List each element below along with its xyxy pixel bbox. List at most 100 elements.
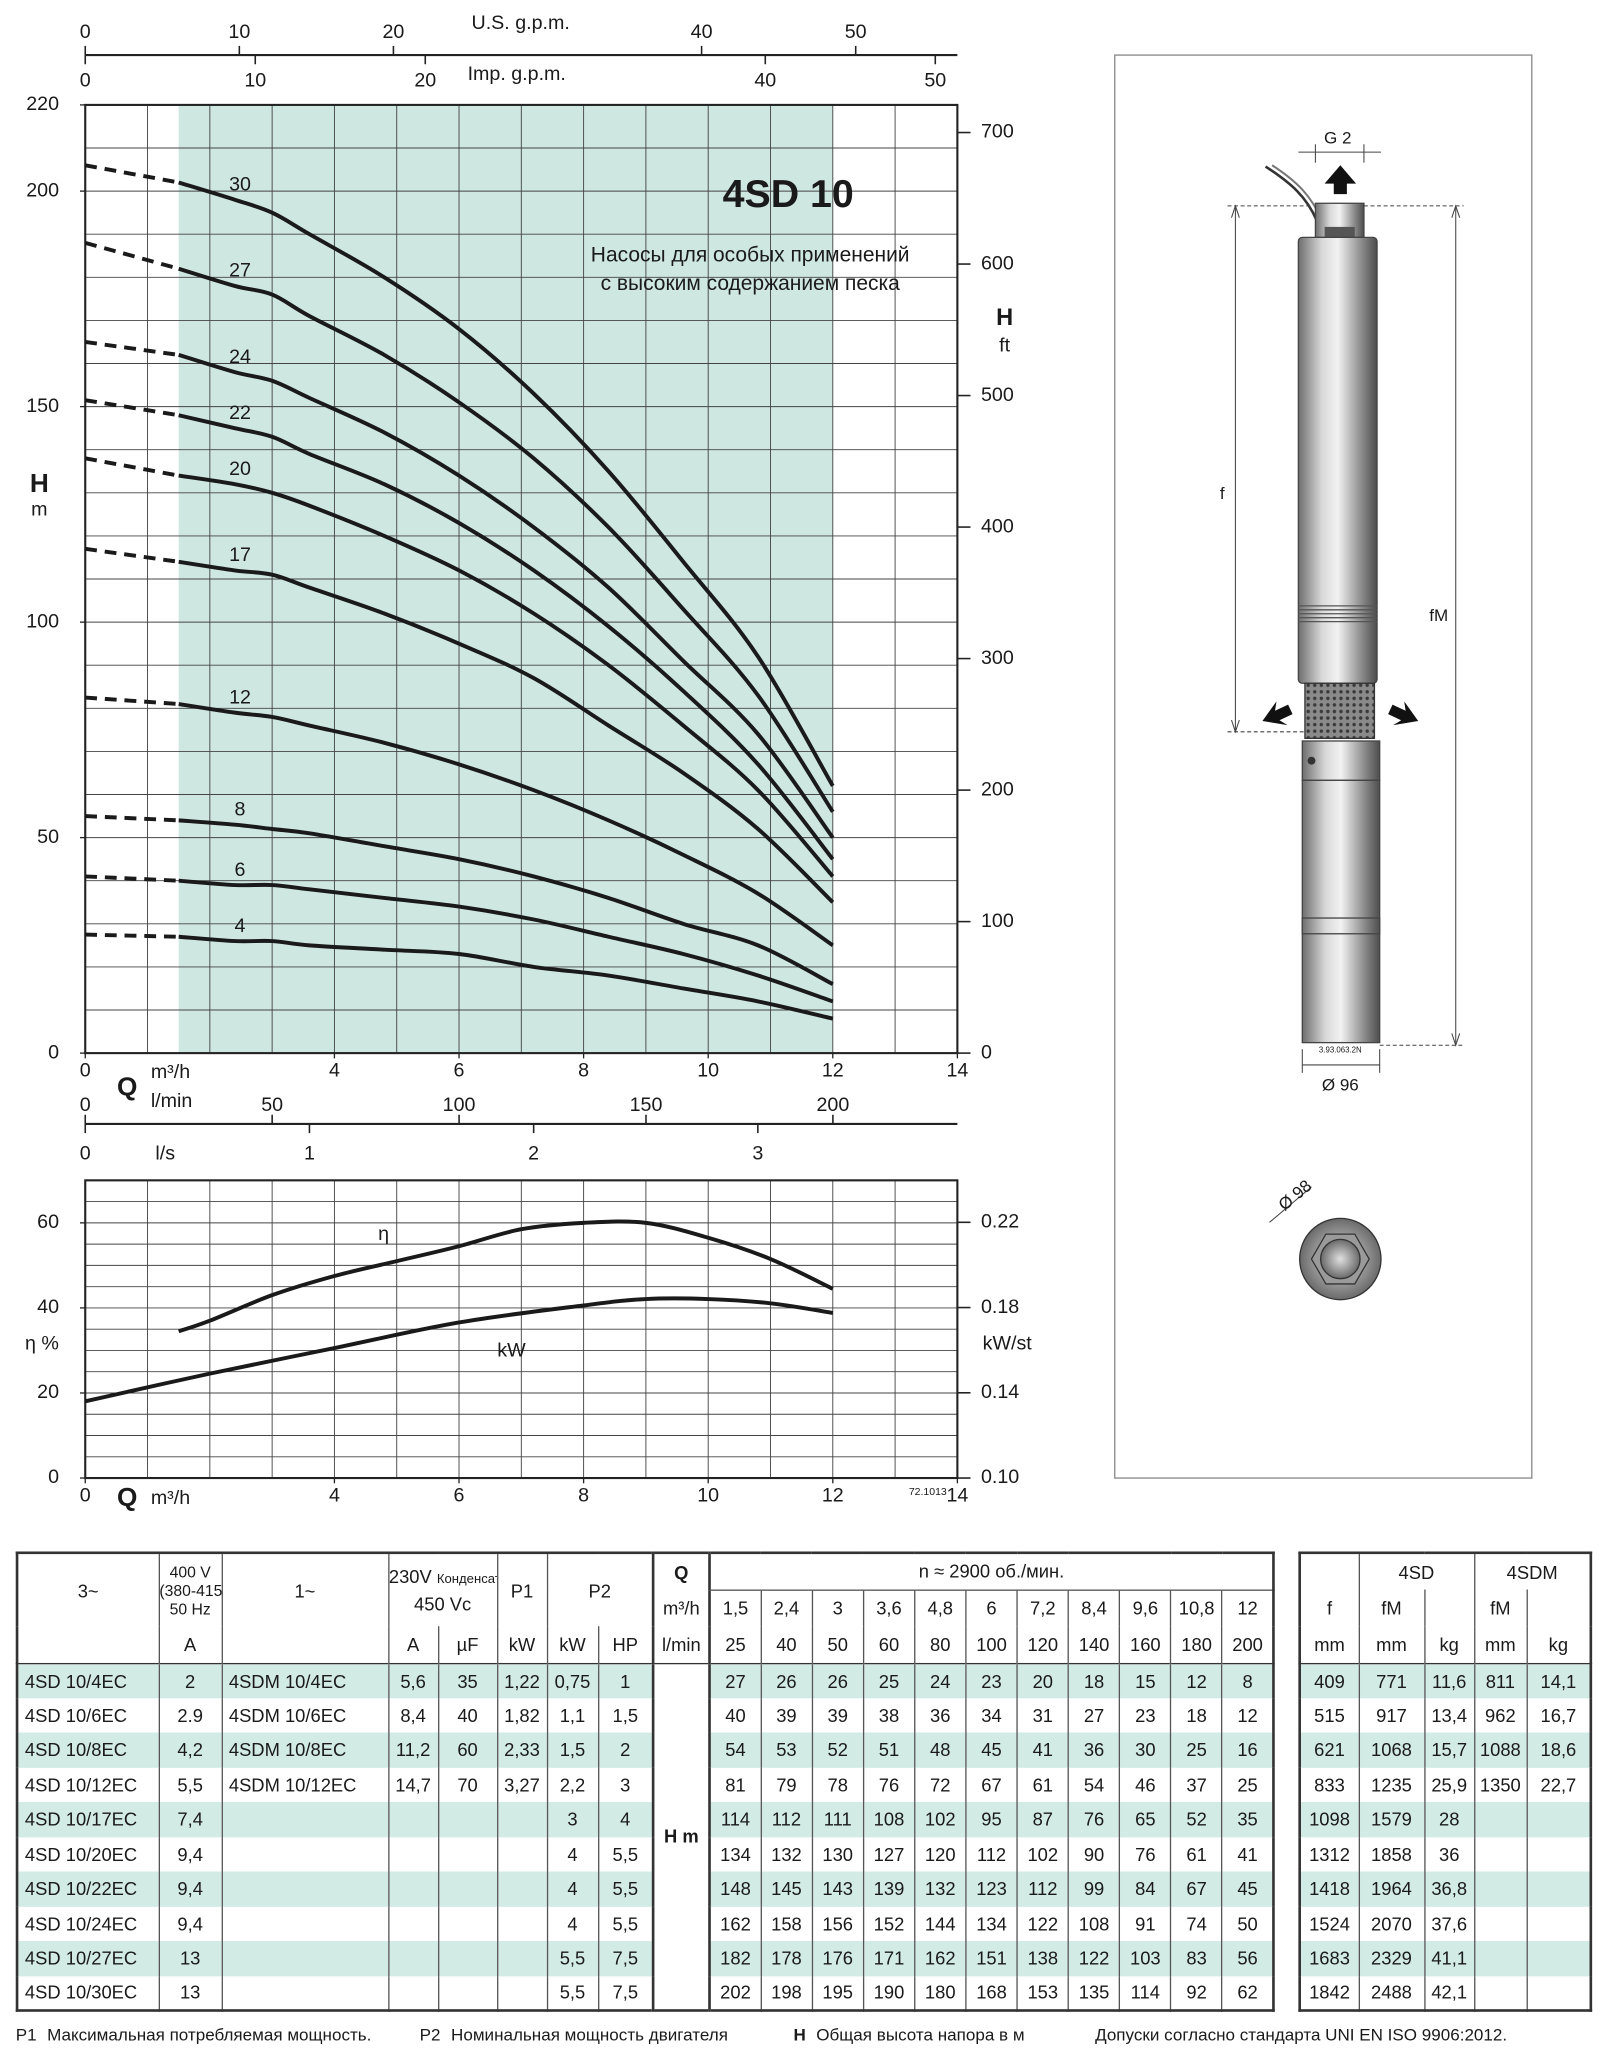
table-cell: 95 xyxy=(965,1801,1018,1837)
table-cell: 7,5 xyxy=(597,1975,654,2011)
table-cell xyxy=(220,1801,389,1837)
curve-label: 4 xyxy=(235,915,246,937)
table-cell: 202 xyxy=(708,1975,761,2011)
y-axis-unit: % xyxy=(41,1332,58,1354)
x-tick-label: 10 xyxy=(697,1485,719,1507)
table-header: µF xyxy=(437,1626,498,1663)
table-cell xyxy=(1525,1801,1591,1837)
dimension-label: Ø 96 xyxy=(1322,1075,1359,1094)
head-curve xyxy=(178,473,835,878)
table-cell: 176 xyxy=(811,1940,864,1976)
table-header: 180 xyxy=(1170,1626,1223,1663)
table-cell: 515 xyxy=(1299,1697,1359,1733)
y-tick-label: 0 xyxy=(48,1041,59,1063)
table-header: 1,5 xyxy=(708,1589,761,1627)
y2-tick-label: 0.18 xyxy=(981,1296,1019,1318)
table-cell xyxy=(496,1871,547,1907)
table-cell xyxy=(496,1975,547,2011)
secondary-x-tick-label: 150 xyxy=(630,1094,663,1116)
table-cell: 18,6 xyxy=(1525,1732,1591,1768)
table-cell xyxy=(1525,1871,1591,1907)
table-cell: 74 xyxy=(1170,1906,1223,1941)
table-cell: 25,9 xyxy=(1423,1767,1475,1802)
y2-axis-unit: ft xyxy=(999,334,1010,356)
table-header: mm xyxy=(1299,1626,1359,1663)
table-row: 1524 2070 37,6 xyxy=(1299,1906,1591,1941)
table-header: 160 xyxy=(1119,1626,1171,1663)
secondary-x-tick-label: 3 xyxy=(752,1142,763,1164)
table-cell: 114 xyxy=(708,1801,761,1837)
head-curve xyxy=(178,702,834,947)
chart-title: 4SD 10 xyxy=(723,172,854,216)
table-cell xyxy=(1525,1906,1591,1941)
table-cell: 52 xyxy=(1170,1801,1223,1837)
table-cell: 12 xyxy=(1221,1697,1274,1733)
table-cell: 13 xyxy=(158,1975,222,2011)
secondary-x-tick-label: 0 xyxy=(80,1094,91,1116)
table-cell: 108 xyxy=(1067,1906,1120,1941)
table-cell: 35 xyxy=(437,1662,498,1698)
table-cell: 1842 xyxy=(1299,1975,1359,2011)
table-cell: 178 xyxy=(760,1940,813,1976)
table-cell: 52 xyxy=(811,1732,864,1768)
table-header: 3~ xyxy=(16,1552,159,1627)
table-cell: 139 xyxy=(862,1871,915,1907)
table-cell: 39 xyxy=(811,1697,864,1733)
table-cell: 25 xyxy=(1221,1767,1274,1802)
footnote: P1 Максимальная потребляемая мощность. xyxy=(16,2025,372,2045)
table-cell: 917 xyxy=(1358,1697,1425,1733)
table-cell: 81 xyxy=(708,1767,761,1802)
diagram-code: 3.93.063.2N xyxy=(1319,1046,1362,1055)
x-tick-label: 14 xyxy=(946,1060,968,1082)
y-axis-label: η xyxy=(25,1332,36,1354)
table-cell xyxy=(437,1871,498,1907)
table-cell: 5,5 xyxy=(158,1767,222,1802)
x-tick-label: 8 xyxy=(578,1060,589,1082)
table-row: 4SD 10/30EC 13 5,5 7,5 202 198 195 190 180 168 153… xyxy=(16,1975,1274,2011)
table-header: m³/h xyxy=(651,1589,710,1627)
head-curve xyxy=(178,353,835,839)
table-cell: 3 xyxy=(597,1767,654,1802)
curve-label: 20 xyxy=(229,458,251,480)
table-cell: 114 xyxy=(1119,1975,1171,2011)
table-cell: 152 xyxy=(862,1906,915,1941)
table-cell xyxy=(220,1906,389,1941)
x-tick-label: 4 xyxy=(329,1485,340,1507)
curve-label: 30 xyxy=(229,174,251,196)
table-cell: 2.9 xyxy=(158,1697,222,1733)
table-header: 450 Vc xyxy=(414,1593,472,1615)
table-cell: 1088 xyxy=(1473,1732,1527,1768)
table-cell: 27 xyxy=(708,1662,761,1698)
table-cell: 41,1 xyxy=(1423,1940,1475,1976)
table-cell: 26 xyxy=(760,1662,813,1698)
table-cell xyxy=(387,1906,439,1941)
table-cell xyxy=(437,1906,498,1941)
table-header: P2 xyxy=(546,1552,654,1627)
curve-label: 17 xyxy=(229,544,251,566)
secondary-axis-label: U.S. g.p.m. xyxy=(472,12,570,34)
table-cell: 15 xyxy=(1119,1662,1171,1698)
table-header: 400 V xyxy=(169,1562,211,1581)
table-cell: 83 xyxy=(1170,1940,1223,1976)
table-cell: 16,7 xyxy=(1525,1697,1591,1733)
table-header: 230V xyxy=(388,1565,432,1587)
table-cell: 23 xyxy=(965,1662,1018,1698)
table-cell: 2,2 xyxy=(546,1767,599,1802)
table-cell: 56 xyxy=(1221,1940,1274,1976)
table-row: 4SD 10/27EC 13 5,5 7,5 182 178 176 171 162 151 138… xyxy=(16,1940,1274,1976)
footnote-symbol: P2 xyxy=(419,2024,441,2045)
y-tick-label: 220 xyxy=(26,93,59,115)
intake-screen xyxy=(1304,682,1376,740)
table-header: Конденсатор xyxy=(436,1572,497,1587)
y2-tick-label: 300 xyxy=(981,647,1014,669)
table-cell xyxy=(1473,1906,1527,1941)
table-cell: 4SDM 10/6EC xyxy=(220,1697,389,1733)
table-cell: 5,5 xyxy=(546,1975,599,2011)
table-cell: 4SD 10/30EC xyxy=(16,1975,159,2011)
table-cell xyxy=(437,1975,498,2011)
head-curve xyxy=(178,878,834,1004)
table-header: 400 V (380-415) 50 Hz xyxy=(158,1552,222,1627)
table-header xyxy=(1525,1589,1591,1627)
table-cell: 27 xyxy=(1067,1697,1120,1733)
